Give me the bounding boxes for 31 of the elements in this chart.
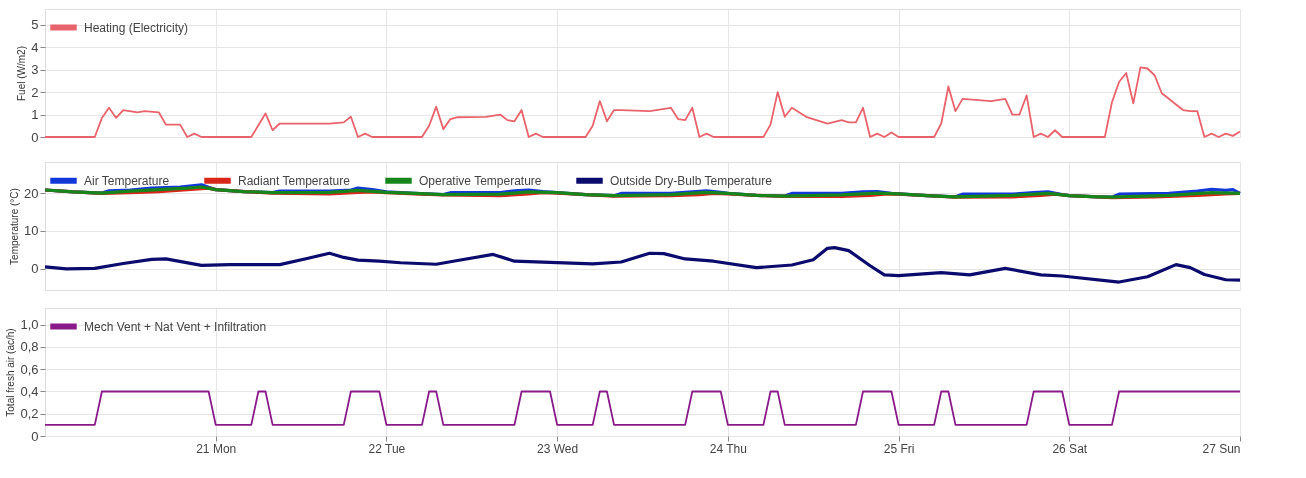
y-tick-label: 3 (31, 62, 39, 78)
y-axis-title: Fuel (W/m2) (16, 46, 28, 101)
y-tick-label: 1 (31, 107, 39, 123)
y-tick-label: 2 (31, 84, 39, 100)
x-tick-label: 22 Tue (368, 441, 406, 456)
y-tick-label: 0,4 (20, 383, 39, 399)
y-tick-label: 0,6 (20, 361, 39, 377)
y-tick-label: 0 (31, 261, 39, 277)
legend-label: Outside Dry-Bulb Temperature (610, 173, 773, 188)
y-axis-title: Total fresh air (ac/h) (5, 328, 17, 417)
y-tick-label: 10 (24, 223, 39, 239)
legend-label: Mech Vent + Nat Vent + Infiltration (84, 319, 267, 334)
x-tick-label: 26 Sat (1052, 441, 1088, 456)
y-axis-title: Temperature (°C) (9, 188, 21, 265)
x-tick-label: 25 Fri (883, 441, 915, 456)
y-tick-label: 1,0 (20, 317, 39, 333)
y-tick-label: 0,8 (20, 339, 39, 355)
legend-label: Heating (Electricity) (84, 20, 189, 35)
y-tick-label: 5 (31, 17, 39, 33)
x-tick-label: 24 Thu (709, 441, 747, 456)
y-tick-label: 20 (24, 185, 39, 201)
x-tick-label: 21 Mon (196, 441, 237, 456)
y-tick-label: 0 (31, 428, 39, 444)
x-tick-label: 27 Sun (1202, 441, 1241, 456)
y-tick-label: 0,2 (20, 406, 39, 422)
y-tick-label: 0 (31, 129, 39, 145)
x-tick-label: 23 Wed (537, 441, 579, 456)
legend-label: Radiant Temperature (238, 173, 351, 188)
legend-label: Operative Temperature (419, 173, 542, 188)
y-tick-label: 4 (31, 39, 39, 55)
legend-label: Air Temperature (84, 173, 170, 188)
